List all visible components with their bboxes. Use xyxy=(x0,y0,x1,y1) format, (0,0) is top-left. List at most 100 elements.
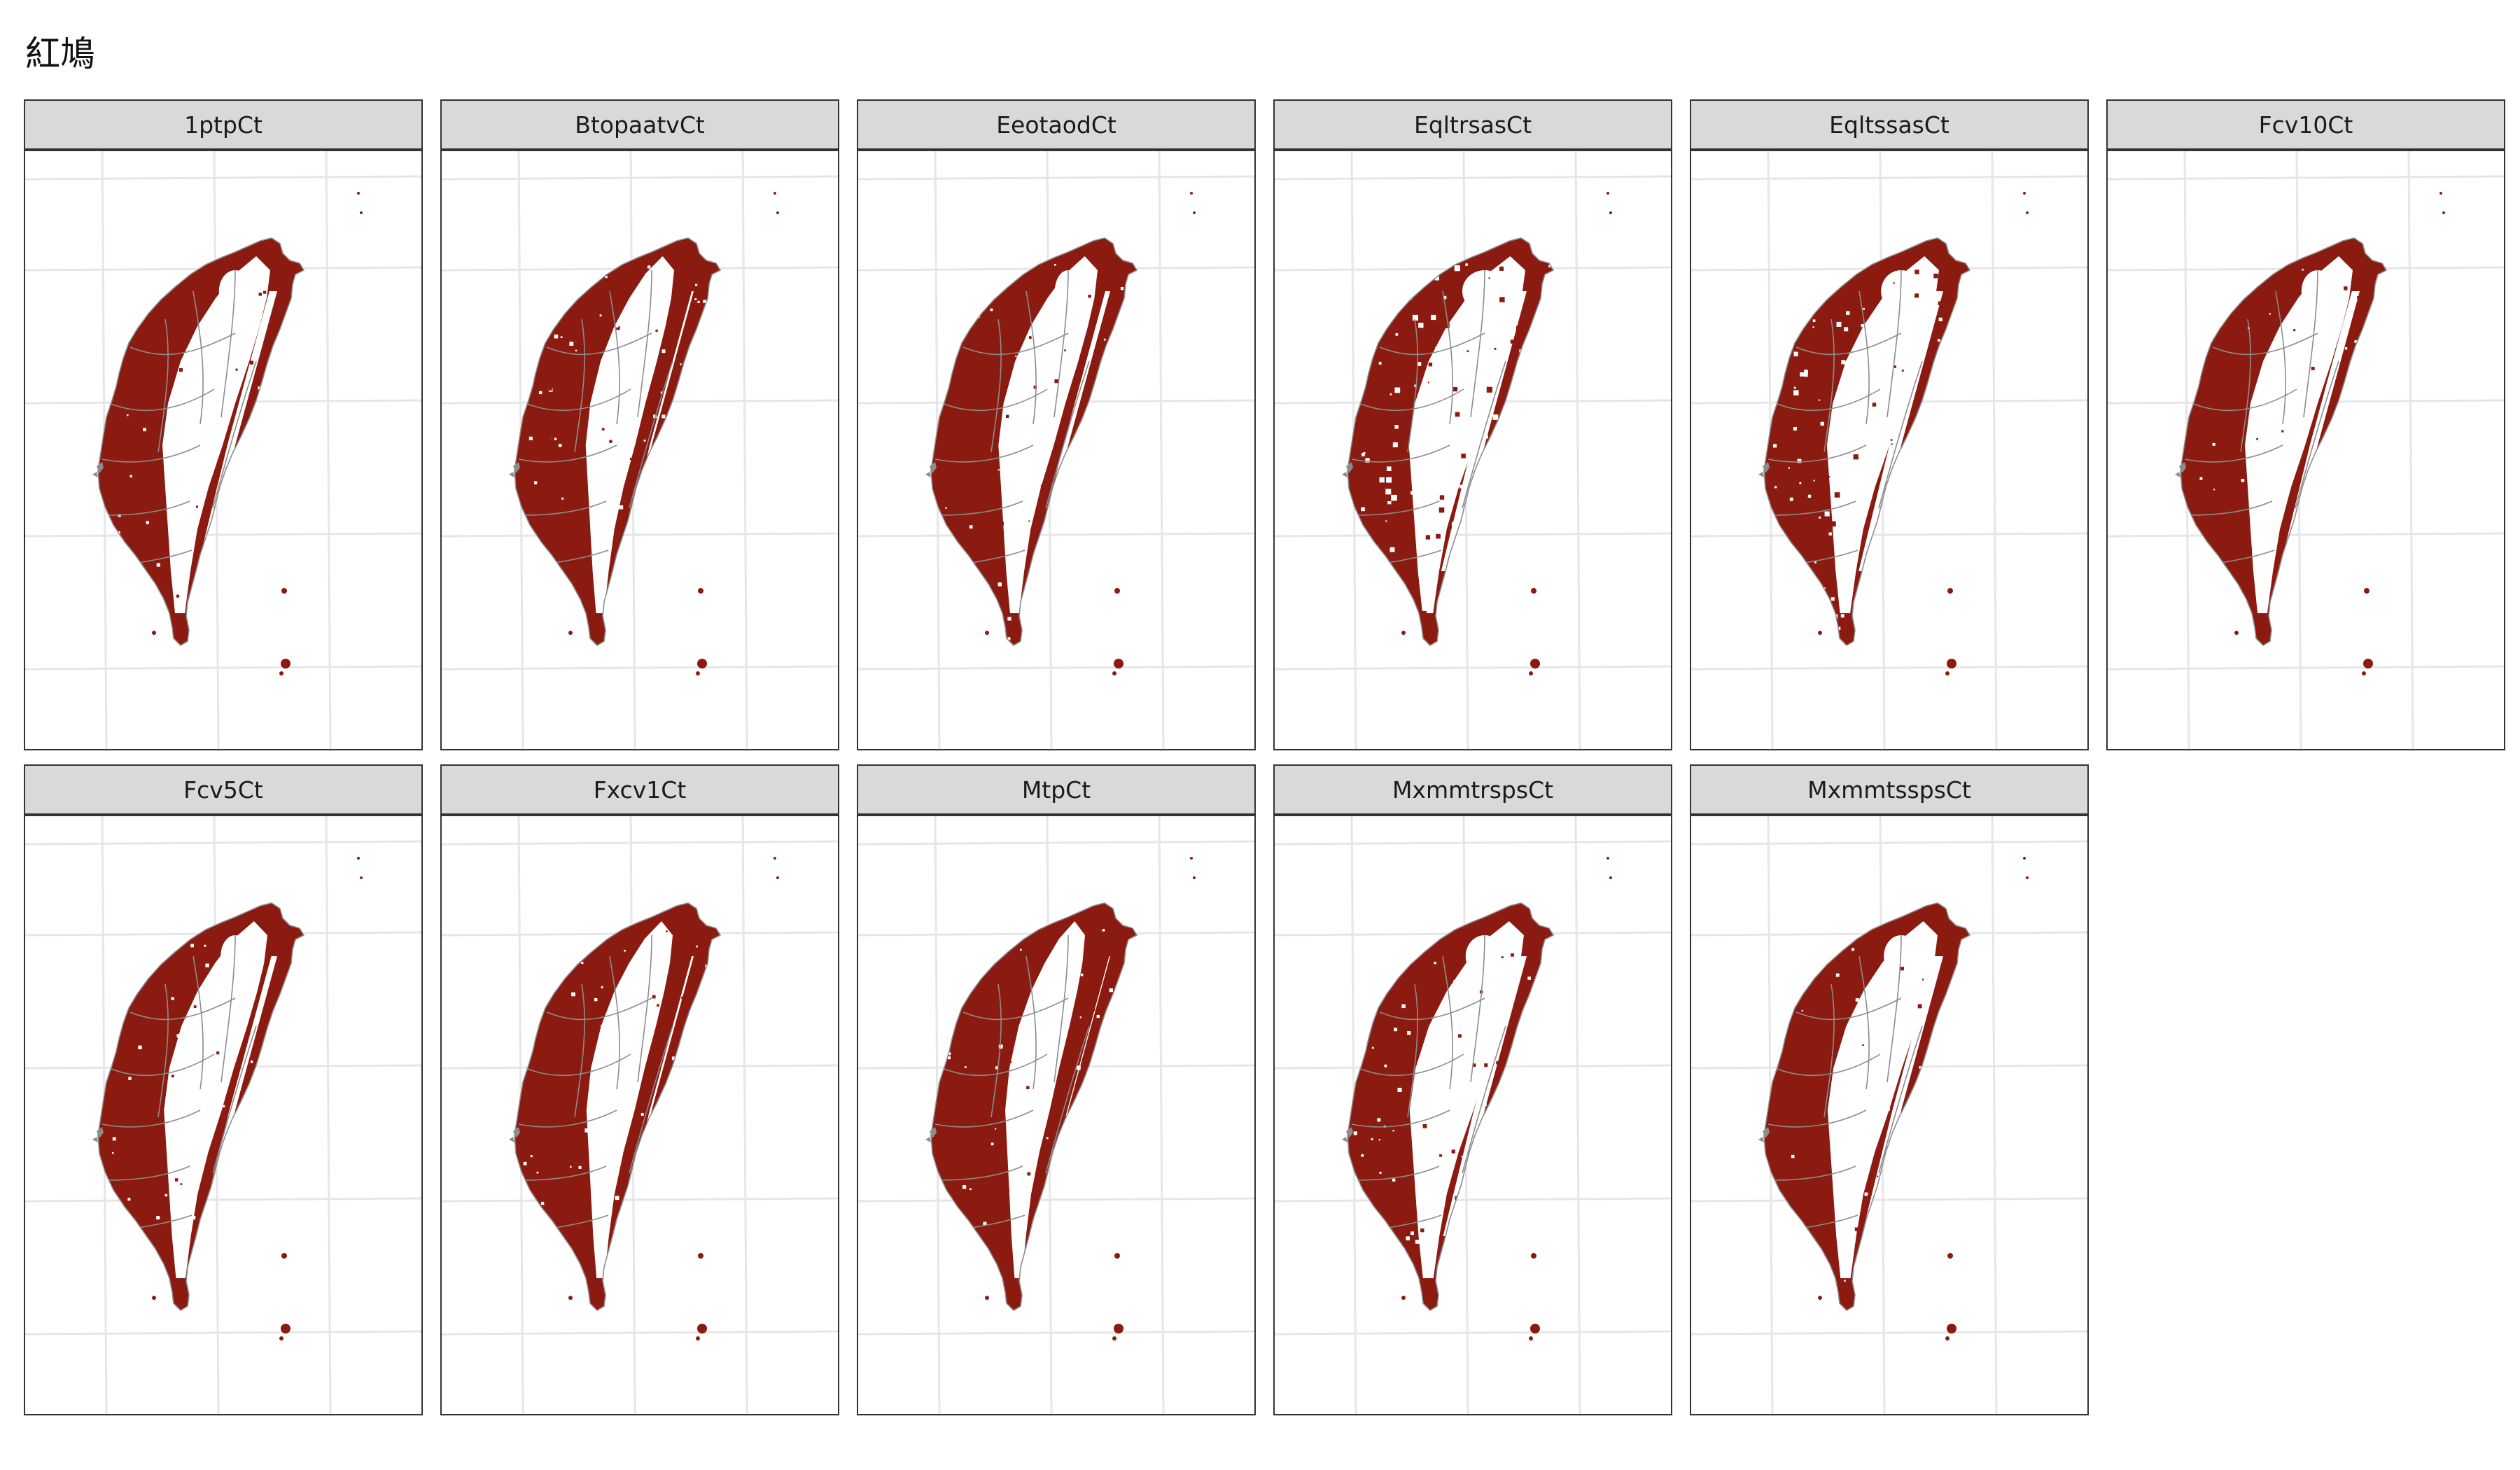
raster-cell xyxy=(1883,405,1887,410)
graticule-meridian xyxy=(2407,151,2414,749)
raster-cell xyxy=(1518,1027,1521,1030)
raster-cell xyxy=(1484,1063,1488,1068)
raster-cell xyxy=(963,1091,966,1094)
offshore-island xyxy=(281,1253,287,1259)
raster-cell xyxy=(1476,1067,1479,1070)
raster-cell xyxy=(1009,1074,1013,1078)
raster-cell xyxy=(1791,944,1795,948)
county-border xyxy=(574,983,585,1118)
raster-cell xyxy=(1896,609,1898,612)
raster-cell xyxy=(1377,1118,1381,1122)
raster-cell xyxy=(556,474,560,478)
raster-cell xyxy=(1356,357,1359,360)
raster-cell xyxy=(985,556,989,560)
county-border xyxy=(130,332,236,356)
raster-cell xyxy=(1546,343,1550,347)
offshore-island xyxy=(1947,659,1956,668)
raster-cell xyxy=(1373,948,1375,951)
raster-cell xyxy=(1029,336,1032,339)
raster-cell xyxy=(287,508,291,513)
raster-cell xyxy=(1888,286,1891,288)
graticule-parallel xyxy=(442,532,838,538)
raster-cell xyxy=(1450,612,1453,615)
raster-cell xyxy=(1443,496,1448,500)
raster-cell xyxy=(2187,349,2191,353)
raster-cell xyxy=(253,1153,257,1156)
offshore-island xyxy=(152,631,156,635)
raster-cell xyxy=(263,290,267,294)
raster-cell xyxy=(1382,571,1385,575)
raster-cell xyxy=(272,450,274,453)
absence-area xyxy=(162,256,270,613)
raster-cell xyxy=(232,597,236,601)
raster-cell xyxy=(1873,445,1878,450)
raster-cell xyxy=(1010,1061,1012,1063)
offshore-island xyxy=(2362,671,2366,676)
raster-cell xyxy=(1079,1283,1082,1286)
raster-cell xyxy=(1475,336,1481,342)
county-border xyxy=(2184,444,2283,463)
raster-cell xyxy=(127,1198,131,1201)
raster-cell xyxy=(1104,479,1108,483)
raster-cell xyxy=(1394,1028,1398,1032)
raster-cell xyxy=(176,1034,181,1038)
raster-cell xyxy=(2316,637,2320,641)
facet-panel-fcv5ct: Fcv5Ct xyxy=(24,764,423,1415)
raster-cell xyxy=(2311,367,2315,370)
offshore-island xyxy=(1112,1336,1116,1340)
raster-cell xyxy=(638,606,642,610)
facet-panel-eqltrsasct: EqltrsasCt xyxy=(1273,99,1672,750)
raster-cell xyxy=(1938,301,1942,305)
offshore-island xyxy=(281,588,287,594)
raster-cell xyxy=(1432,475,1436,479)
county-border xyxy=(990,983,1002,1118)
raster-cell xyxy=(1409,494,1413,498)
raster-cell xyxy=(1106,601,1110,604)
penghu-islands xyxy=(509,1127,520,1142)
county-border xyxy=(1773,1166,1856,1181)
raster-cell xyxy=(1425,407,1432,413)
raster-cell xyxy=(2301,595,2304,598)
raster-cell xyxy=(1954,393,1961,399)
raster-cell xyxy=(680,419,684,422)
offshore-island xyxy=(357,192,360,195)
raster-cell xyxy=(1914,270,1919,274)
raster-cell xyxy=(1899,622,1905,627)
raster-cell xyxy=(522,1022,524,1025)
raster-cell xyxy=(1386,400,1390,404)
raster-cell xyxy=(1520,1297,1525,1302)
raster-cell xyxy=(1935,496,1938,499)
raster-cell xyxy=(1790,638,1793,642)
county-border xyxy=(1886,270,1902,418)
raster-cell xyxy=(1060,1176,1065,1180)
raster-cell xyxy=(1518,268,1523,274)
county-border xyxy=(1774,1054,1881,1077)
raster-cell xyxy=(1492,942,1496,946)
raster-cell xyxy=(658,579,661,582)
penghu-islands xyxy=(1342,1127,1353,1142)
county-border xyxy=(1442,955,1453,1090)
raster-cell xyxy=(1954,1200,1957,1203)
county-border xyxy=(1407,983,1418,1118)
raster-cell xyxy=(1465,263,1468,266)
raster-cell xyxy=(1461,1156,1463,1158)
raster-cell xyxy=(1919,598,1924,603)
raster-cell xyxy=(1087,1112,1092,1116)
raster-cell xyxy=(1822,301,1828,307)
raster-cell xyxy=(1518,422,1522,428)
raster-cell xyxy=(1863,307,1865,310)
raster-cell xyxy=(540,1201,545,1205)
raster-cell xyxy=(1858,1289,1861,1292)
raster-cell xyxy=(298,1180,302,1183)
raster-cell xyxy=(1786,950,1789,953)
raster-cell xyxy=(1080,954,1083,957)
raster-cell xyxy=(1499,297,1505,302)
raster-cell xyxy=(1912,1254,1915,1257)
raster-cell xyxy=(720,510,724,514)
raster-cell xyxy=(1948,360,1952,363)
raster-cell xyxy=(143,428,146,432)
raster-cell xyxy=(1790,935,1793,939)
raster-cell xyxy=(552,1299,554,1301)
raster-cell xyxy=(1391,494,1397,501)
county-border xyxy=(1357,500,1440,516)
